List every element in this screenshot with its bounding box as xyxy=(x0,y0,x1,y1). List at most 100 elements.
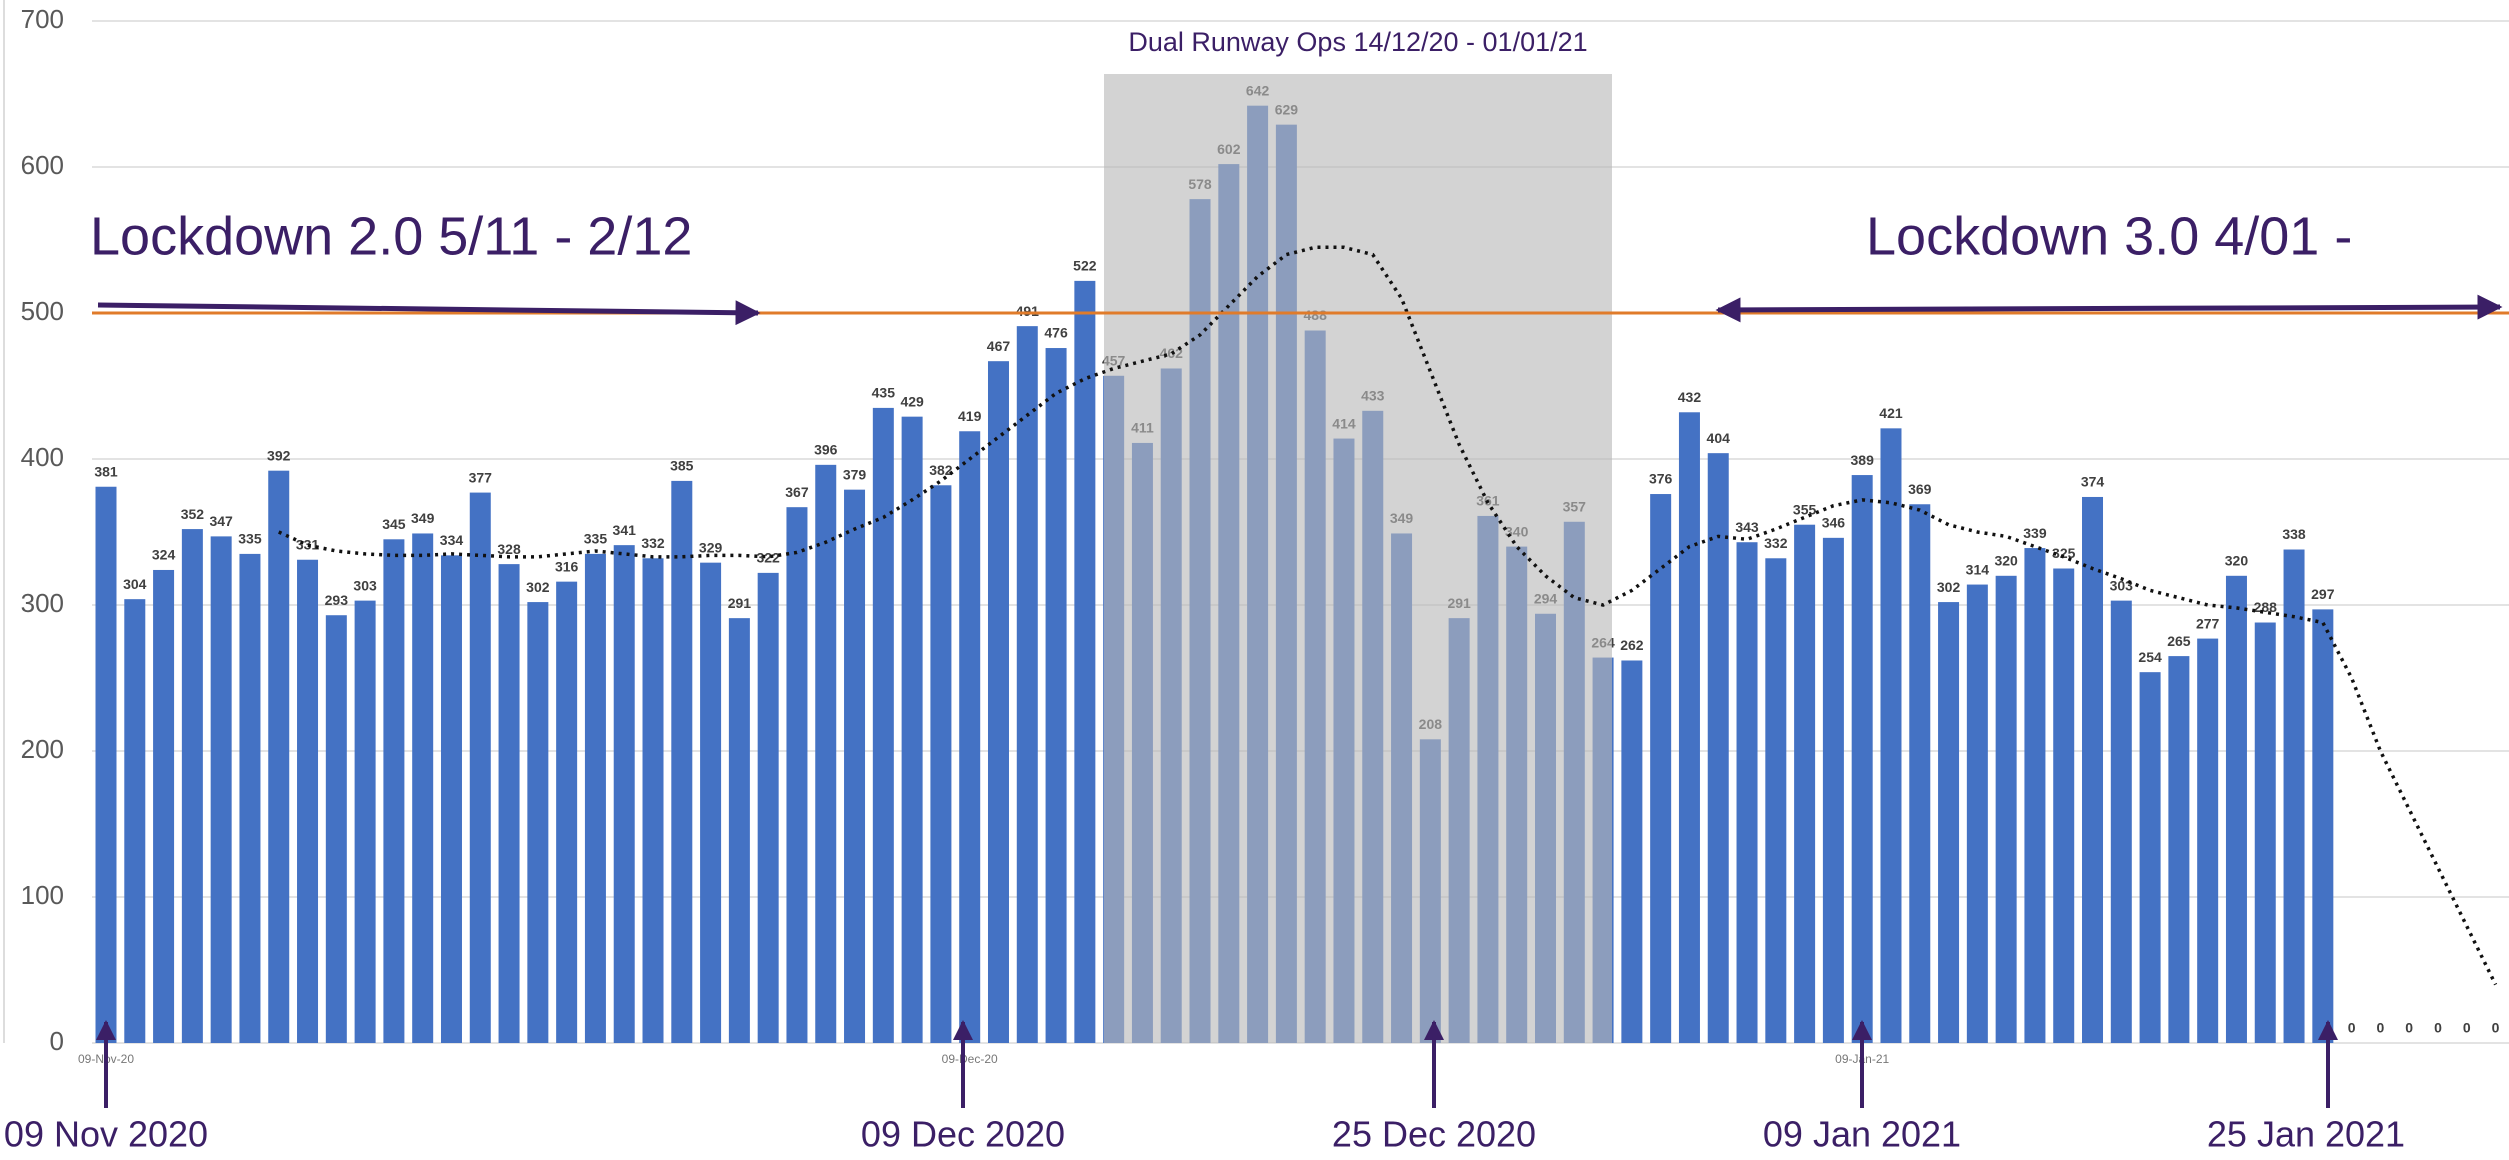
data-label: 404 xyxy=(1707,430,1731,446)
data-label: 328 xyxy=(497,541,521,557)
bar xyxy=(1966,584,1988,1043)
data-label: 476 xyxy=(1044,325,1068,341)
data-label: 345 xyxy=(382,516,406,532)
bar xyxy=(1822,537,1844,1043)
bar xyxy=(325,615,347,1043)
bar xyxy=(987,361,1009,1043)
bar xyxy=(700,562,722,1043)
data-label: 349 xyxy=(411,510,435,526)
bar xyxy=(613,545,635,1043)
bar xyxy=(642,558,664,1043)
data-label: 0 xyxy=(2463,1020,2471,1036)
bar xyxy=(2312,609,2334,1043)
date-annotation: 25 Jan 2021 xyxy=(2207,1114,2405,1155)
date-annotation: 09 Dec 2020 xyxy=(861,1114,1065,1155)
data-label: 265 xyxy=(2167,633,2191,649)
bar xyxy=(1678,412,1700,1043)
data-label: 325 xyxy=(2052,545,2076,561)
y-tick-label: 500 xyxy=(21,296,64,326)
data-label: 314 xyxy=(1966,561,1990,577)
bar xyxy=(2053,568,2075,1043)
bar xyxy=(1765,558,1787,1043)
bar xyxy=(2024,548,2046,1043)
annotation: Lockdown 3.0 4/01 - xyxy=(1866,206,2352,266)
data-label: 332 xyxy=(641,535,665,551)
data-label: 352 xyxy=(181,506,205,522)
bar xyxy=(297,559,319,1043)
data-label: 0 xyxy=(2434,1020,2442,1036)
y-tick-label: 100 xyxy=(21,880,64,910)
y-tick-label: 200 xyxy=(21,734,64,764)
data-label: 329 xyxy=(699,539,723,555)
bar xyxy=(1016,326,1038,1043)
data-label: 379 xyxy=(843,466,867,482)
arrow xyxy=(1715,294,2503,323)
bar xyxy=(95,486,117,1043)
data-label: 320 xyxy=(1994,553,2018,569)
data-label: 0 xyxy=(2348,1020,2356,1036)
data-label: 262 xyxy=(1620,637,1644,653)
y-tick-label: 400 xyxy=(21,442,64,472)
bar xyxy=(354,600,376,1043)
bar xyxy=(844,489,866,1043)
data-label: 331 xyxy=(296,536,320,552)
data-label: 0 xyxy=(2492,1020,2500,1036)
bar xyxy=(498,564,520,1043)
bar xyxy=(1621,660,1643,1043)
bar xyxy=(901,416,923,1043)
bar xyxy=(1909,504,1931,1043)
data-label: 297 xyxy=(2311,586,2335,602)
data-label: 335 xyxy=(584,531,608,547)
bar xyxy=(2225,575,2247,1043)
bar xyxy=(1074,280,1096,1043)
bar xyxy=(757,572,779,1043)
data-label: 332 xyxy=(1764,535,1788,551)
data-label: 381 xyxy=(94,463,118,479)
data-label: 429 xyxy=(900,393,924,409)
bar xyxy=(153,569,175,1043)
bar xyxy=(1938,602,1960,1043)
bar xyxy=(527,602,549,1043)
bar xyxy=(2197,638,2219,1043)
bar xyxy=(210,536,232,1043)
bar xyxy=(671,480,693,1043)
bar xyxy=(239,553,261,1043)
bar xyxy=(1650,494,1672,1043)
data-label: 376 xyxy=(1649,471,1673,487)
date-annotation: 25 Dec 2020 xyxy=(1332,1114,1536,1155)
bar xyxy=(1995,575,2017,1043)
bar xyxy=(786,507,808,1043)
data-label: 291 xyxy=(728,595,752,611)
bar xyxy=(1736,542,1758,1043)
data-label: 339 xyxy=(2023,525,2047,541)
data-label: 302 xyxy=(1937,579,1961,595)
data-label: 377 xyxy=(469,469,493,485)
data-label: 324 xyxy=(152,547,176,563)
date-annotation: 09 Jan 2021 xyxy=(1763,1114,1961,1155)
data-label: 385 xyxy=(670,458,694,474)
bar xyxy=(2254,622,2276,1043)
data-label: 392 xyxy=(267,447,291,463)
data-label: 396 xyxy=(814,442,838,458)
y-tick-label: 700 xyxy=(21,4,64,34)
data-label: 421 xyxy=(1879,405,1903,421)
data-label: 334 xyxy=(440,532,464,548)
bar xyxy=(2283,549,2305,1043)
bar xyxy=(872,407,894,1043)
bar xyxy=(412,533,434,1043)
date-annotation: 09 Nov 2020 xyxy=(4,1114,208,1155)
data-label: 0 xyxy=(2377,1020,2385,1036)
bar xyxy=(584,553,606,1043)
data-label: 355 xyxy=(1793,501,1817,517)
data-label: 374 xyxy=(2081,474,2105,490)
data-label: 382 xyxy=(929,462,953,478)
data-label: 254 xyxy=(2138,649,2162,665)
shaded-region xyxy=(1104,74,1612,1043)
bar xyxy=(2168,656,2190,1043)
data-label: 369 xyxy=(1908,481,1932,497)
annotation: Lockdown 2.0 5/11 - 2/12 xyxy=(90,206,692,266)
data-label: 346 xyxy=(1822,515,1846,531)
bar xyxy=(815,464,837,1044)
trend-line xyxy=(278,245,2498,986)
data-label: 0 xyxy=(2405,1020,2413,1036)
